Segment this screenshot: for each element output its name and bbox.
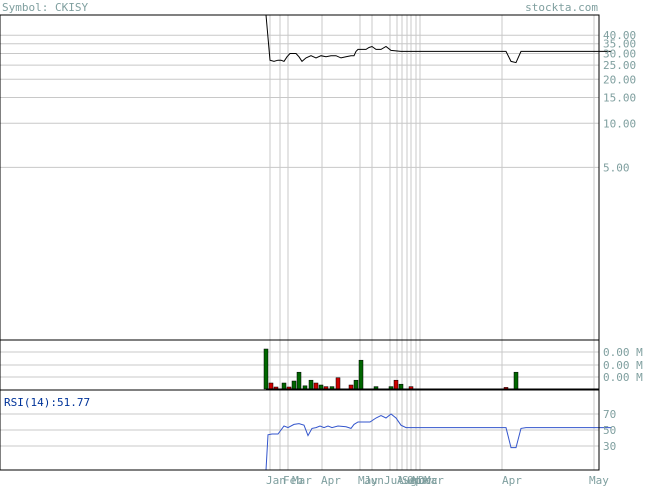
price-tick-label: 15.00 <box>603 92 636 105</box>
rsi-legend: RSI(14):51.77 <box>4 396 90 409</box>
price-tick-label: 40.00 <box>603 29 636 42</box>
volume-bar <box>268 382 274 390</box>
x-tick-label: May <box>589 474 609 486</box>
rsi-value: 51.77 <box>57 396 90 409</box>
x-tick-label: Aug <box>397 474 417 486</box>
volume-tick-label: 0.00 M <box>603 346 643 359</box>
x-tick-label: Mar <box>292 474 312 486</box>
rsi-series-line <box>265 413 611 471</box>
rsi-tick-label: 70 <box>603 408 616 421</box>
volume-bar <box>281 382 287 390</box>
rsi-tick-label: 30 <box>603 440 616 453</box>
price-panel <box>265 14 611 64</box>
x-tick-label: Jun <box>364 474 384 486</box>
rsi-panel-frame <box>0 389 600 471</box>
volume-bar <box>291 380 297 390</box>
rsi-label: RSI(14): <box>4 396 57 409</box>
volume-bar <box>308 379 314 390</box>
grid-layer <box>0 15 599 470</box>
volume-tick-label: 0.00 M <box>603 371 643 384</box>
volume-bar <box>348 384 354 390</box>
rsi-tick-label: 50 <box>603 424 616 437</box>
volume-panel <box>263 348 599 390</box>
x-tick-label: Apr <box>502 474 522 486</box>
brand-label: stockta.com <box>525 1 598 14</box>
price-tick-label: 35.00 <box>603 38 636 51</box>
volume-bar <box>318 384 324 390</box>
x-tick-label: Nov <box>412 474 432 486</box>
x-tick-label: Jul <box>384 474 404 486</box>
price-tick-label: 25.00 <box>603 59 636 72</box>
volume-bar <box>398 383 404 390</box>
x-tick-label: Sep <box>402 474 422 486</box>
volume-bar <box>353 379 359 390</box>
volume-bar <box>358 359 364 390</box>
volume-bar <box>393 379 399 390</box>
x-tick-label: Feb <box>283 474 303 486</box>
price-tick-label: 20.00 <box>603 73 636 86</box>
x-tick-label: Jan <box>266 474 286 486</box>
volume-bar <box>313 382 319 390</box>
volume-bar <box>263 348 269 390</box>
volume-bar <box>296 371 302 390</box>
x-tick-label: Apr <box>321 474 341 486</box>
x-tick-label: Mar <box>424 474 444 486</box>
x-tick-label: Dec <box>418 474 438 486</box>
x-tick-label: Oct <box>407 474 427 486</box>
price-tick-label: 10.00 <box>603 117 636 130</box>
price-tick-label: 30.00 <box>603 48 636 61</box>
rsi-panel <box>265 413 611 471</box>
volume-tick-label: 0.00 M <box>603 359 643 372</box>
volume-bar <box>335 377 341 390</box>
price-tick-label: 5.00 <box>603 161 630 174</box>
symbol-label: Symbol: CKISY <box>2 1 88 14</box>
x-tick-label: May <box>358 474 378 486</box>
volume-bar <box>513 371 519 390</box>
price-series-line <box>265 14 611 64</box>
